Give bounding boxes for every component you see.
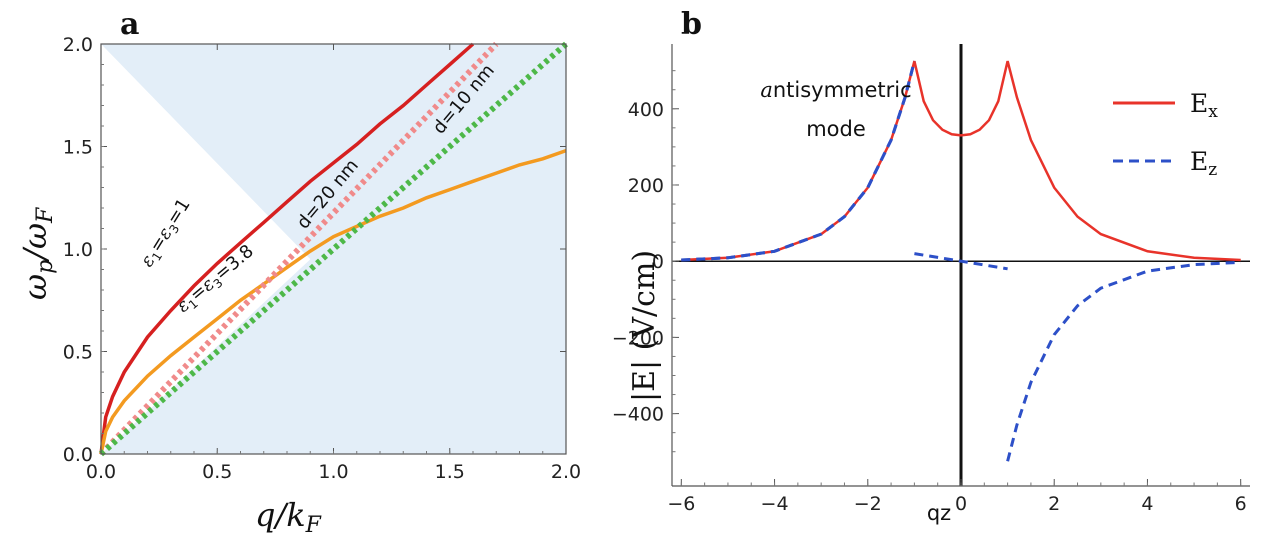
panel-b-x-tick-label: 2 [1048,493,1060,515]
panel-a-label: a [120,7,139,42]
panel-a-x-tick-label: 1.5 [435,461,465,483]
panel-a-unshaded-wedge [101,44,311,454]
panel-a-y-tick-label: 0.5 [63,342,93,364]
panel-a-x-tick-label: 2.0 [551,461,581,483]
panel-b-y-tick-label: 200 [628,175,664,197]
panel-b-y-tick-label: −200 [612,327,664,349]
legend-ex-subscript: x [1208,102,1218,122]
panel-a-series-0 [99,42,475,455]
panel-b-series-ez-segment-1 [914,252,1008,271]
panel-b-series-ez-segment-2 [1006,260,1241,462]
panel-a-x-tick-label: 0.5 [202,461,232,483]
mode-label-rest: ntisymmetric [773,78,912,102]
panel-a-y-tick-label: 1.0 [63,239,93,261]
panel-a-series-1 [99,148,567,455]
panel-a-y-axis-title: ωp/ωF [16,207,58,300]
panel-b-x-axis-title: qz [927,501,951,525]
panel-b-x-tick-label: 4 [1141,493,1153,515]
annotation-eps38: ε1=ε3=3.8 [173,241,259,319]
panel-b-x-tick-label: −6 [667,493,695,515]
panel-a-y-tick-label: 1.5 [63,137,93,159]
panel-a-y-tick-label: 0.0 [63,444,93,466]
panel-b-y-tick-label: −400 [612,404,664,426]
mode-label-line2: mode [806,117,866,141]
panel-b-series-ez-overlay [681,60,916,262]
panel-b-x-tick-label: 0 [955,493,967,515]
legend-label-ez: Ez [1190,147,1217,180]
mode-label-first-letter: a [760,78,773,102]
legend-label-ex: Ex [1190,89,1218,122]
panel-a-x-axis-title: q/kF [255,496,322,538]
panel-a-plot-area [98,41,568,457]
panel-b-plot-area [671,44,1250,487]
panel-a-series-2 [98,41,499,457]
panel-b: b −6 −4 −2 0 2 4 6 −400 −200 0 200 400 |E| (V/cm) q… [612,7,1250,525]
panel-b-legend: Ex Ez [1113,89,1218,180]
legend-ez-main: E [1190,147,1208,176]
panel-b-ticks: −6 −4 −2 0 2 4 6 −400 −200 0 200 400 [612,70,1247,515]
panel-b-y-tick-label: 400 [628,99,664,121]
panel-a-ticks: 0.0 0.5 1.0 1.5 2.0 0.0 0.5 1.0 1.5 2.0 [63,34,581,483]
panel-b-label: b [681,7,702,42]
panel-a: a 0.0 0.5 1.0 1.5 2.00.00.51.01.52.0 ε1=ε3=1… [16,7,581,538]
legend-ez-subscript: z [1208,160,1217,180]
mode-label-line1: antisymmetric [760,78,911,102]
legend-ex-main: E [1190,89,1208,118]
panel-a-x-tick-label: 1.0 [318,461,348,483]
panel-b-y-axis-title: |E| (V/cm) [627,250,662,402]
panel-a-x-tick-label: 0.0 [86,461,116,483]
panel-a-y-tick-label: 2.0 [63,34,93,56]
panel-b-x-tick-label: 6 [1235,493,1247,515]
panel-b-x-tick-label: −4 [761,493,789,515]
panel-b-y-tick-label: 0 [652,251,664,273]
panel-b-x-tick-label: −2 [854,493,882,515]
